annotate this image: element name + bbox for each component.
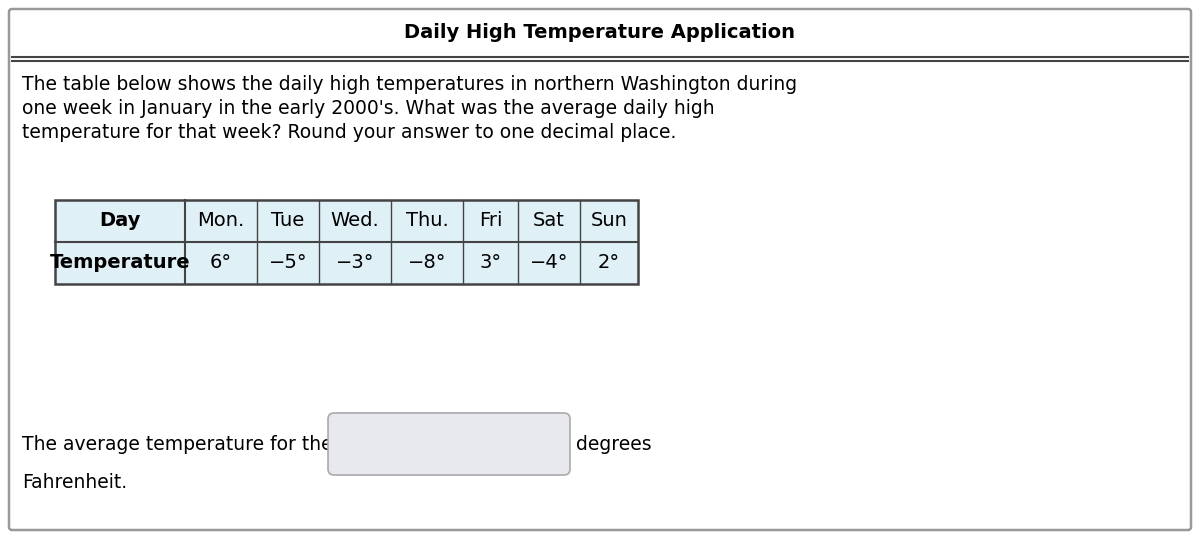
Text: −4°: −4° [529, 253, 569, 273]
Text: Wed.: Wed. [331, 211, 379, 231]
Text: Tue: Tue [271, 211, 305, 231]
Text: one week in January in the early 2000's. What was the average daily high: one week in January in the early 2000's.… [22, 99, 715, 118]
Text: 6°: 6° [210, 253, 232, 273]
Text: temperature for that week? Round your answer to one decimal place.: temperature for that week? Round your an… [22, 123, 677, 142]
Text: The table below shows the daily high temperatures in northern Washington during: The table below shows the daily high tem… [22, 75, 797, 94]
Bar [257, 200, 319, 242]
Text: Daily High Temperature Application: Daily High Temperature Application [404, 24, 796, 43]
Text: Sun: Sun [590, 211, 628, 231]
Bar [55, 242, 185, 284]
Bar [185, 200, 257, 242]
Text: Temperature: Temperature [49, 253, 191, 273]
Bar [319, 200, 391, 242]
Text: Fri: Fri [479, 211, 503, 231]
Text: −5°: −5° [269, 253, 307, 273]
Bar [319, 242, 391, 284]
FancyBboxPatch shape [10, 9, 1190, 530]
Bar [518, 200, 580, 242]
Text: Day: Day [100, 211, 140, 231]
Bar [518, 242, 580, 284]
Text: The average temperature for the week was: The average temperature for the week was [22, 434, 431, 453]
Text: −8°: −8° [408, 253, 446, 273]
Text: 2°: 2° [598, 253, 620, 273]
Bar [580, 200, 638, 242]
Text: Fahrenheit.: Fahrenheit. [22, 473, 127, 492]
Bar [257, 242, 319, 284]
Bar [463, 242, 518, 284]
Text: 3°: 3° [480, 253, 502, 273]
Text: degrees: degrees [576, 434, 652, 453]
FancyBboxPatch shape [328, 413, 570, 475]
Bar [55, 200, 638, 284]
Bar [391, 242, 463, 284]
Text: Sat: Sat [533, 211, 565, 231]
Bar [463, 200, 518, 242]
Text: −3°: −3° [336, 253, 374, 273]
Bar [391, 200, 463, 242]
Bar [185, 242, 257, 284]
Text: Thu.: Thu. [406, 211, 449, 231]
Text: Mon.: Mon. [197, 211, 245, 231]
Bar [55, 200, 185, 242]
Bar [580, 242, 638, 284]
